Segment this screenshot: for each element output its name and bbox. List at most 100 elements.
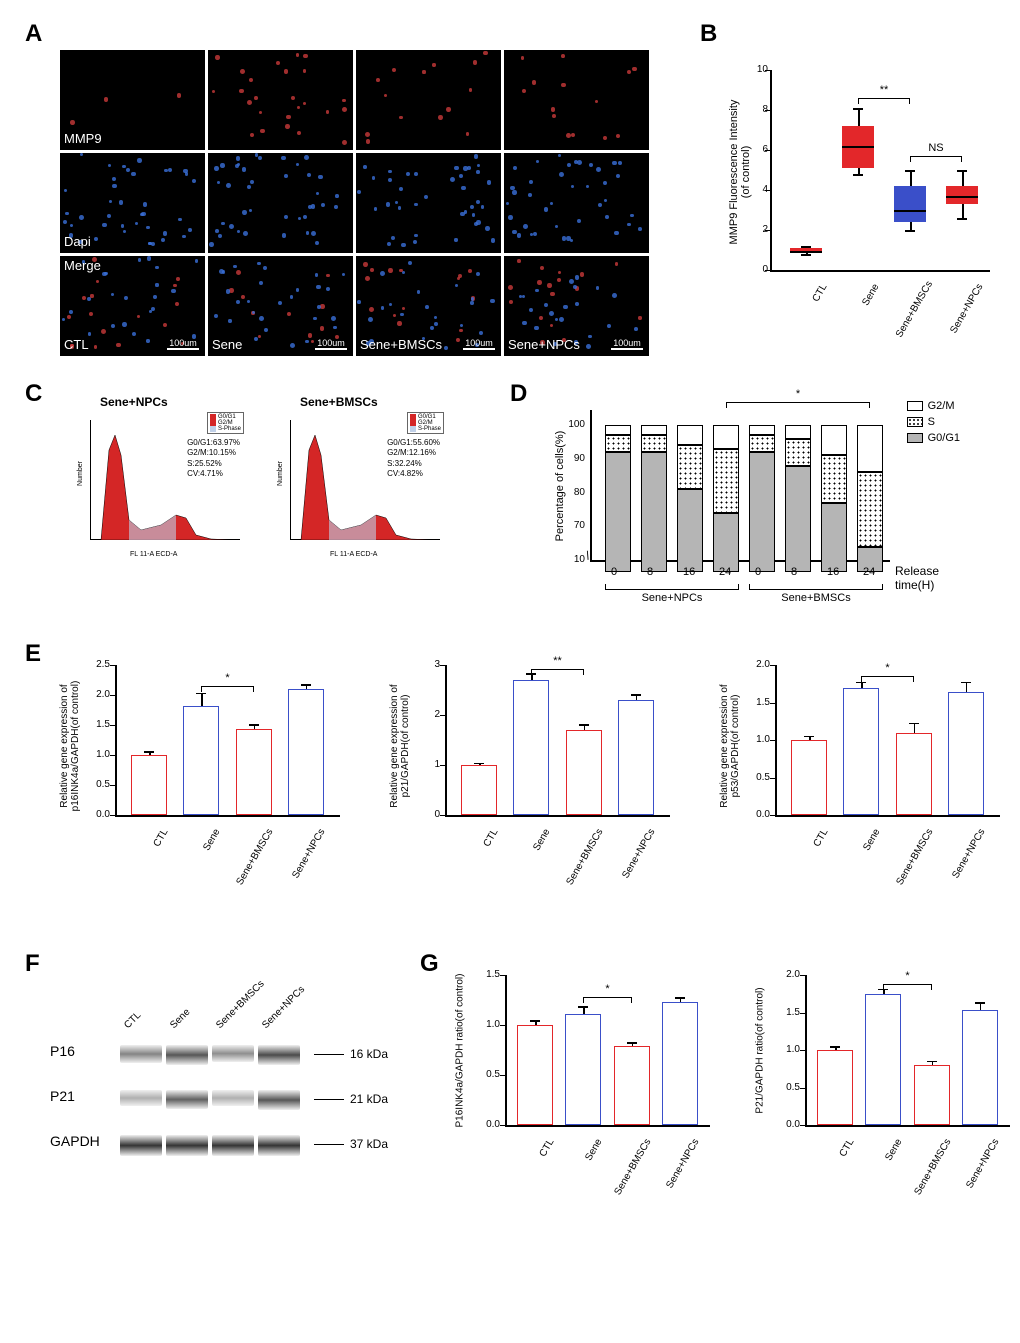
x-tick: 16 (683, 566, 695, 578)
wb-band (258, 1135, 300, 1156)
x-label: Sene+NPCs (946, 282, 986, 339)
panel-label-g: G (420, 950, 439, 978)
stacked-bar (677, 425, 703, 572)
x-label: Sene+BMSCs (226, 827, 276, 902)
bar (791, 740, 827, 815)
sig-label: * (583, 983, 631, 995)
x-tick: 8 (647, 566, 653, 578)
micro-col-label: Sene+BMSCs (360, 337, 442, 352)
x-label: Sene (842, 282, 882, 339)
stacked-bar (641, 425, 667, 572)
panel-label-a: A (25, 20, 42, 48)
x-label: Sene (503, 827, 553, 902)
panel-a-microscopy: MMP9DapiMergeCTL100umSene100umSene+BMSCs… (60, 50, 649, 356)
y-tick: 1 (410, 759, 440, 770)
wb-lane-label: Sene+BMSCs (214, 979, 266, 1031)
scale-bar: 100um (315, 338, 347, 350)
y-tick: 0 (410, 809, 440, 820)
scale-bar: 100um (463, 338, 495, 350)
bar (662, 1002, 698, 1125)
micro-cell: Sene+BMSCs 100um (356, 256, 501, 356)
x-label: CTL (790, 282, 830, 339)
y-title: P16INK4a/GAPDH ratio(of control) (455, 966, 466, 1136)
x-label: Sene+BMSCs (556, 827, 606, 902)
wb-protein-label: P16 (50, 1043, 75, 1059)
bar (896, 733, 932, 816)
x-label: Sene+BMSCs (894, 282, 934, 339)
y-tick: 70 (555, 520, 585, 531)
bar (236, 729, 272, 815)
panel-label-d: D (510, 380, 527, 408)
figure-root: A MMP9DapiMergeCTL100umSene100umSene+BMS… (0, 0, 1020, 1290)
x-label: Sene+NPCs (608, 827, 658, 902)
wb-band (166, 1045, 208, 1065)
panel-c-flow: Sene+NPCsG0/G1G2/MS-PhaseG0/G1:63.97%G2/… (60, 390, 450, 560)
micro-cell (208, 153, 353, 253)
flow-stats: G0/G1:63.97%G2/M:10.15%S:25.52%CV:4.71% (187, 438, 240, 480)
x-label: Sene+BMSCs (904, 1137, 954, 1212)
y-tick: 1.5 (80, 719, 110, 730)
stacked-bar (821, 425, 847, 572)
x-label: Sene (833, 827, 883, 902)
wb-kda-label: 16 kDa (314, 1047, 388, 1061)
wb-lane-label: Sene+NPCs (260, 984, 307, 1031)
y-tick: 0.5 (740, 772, 770, 783)
y-tick: 1.0 (80, 749, 110, 760)
scale-bar: 100um (611, 338, 643, 350)
y-tick: 0.5 (470, 1069, 500, 1080)
panel-label-e: E (25, 640, 41, 668)
y-tick: 0.0 (770, 1119, 800, 1130)
x-tick: 0 (611, 566, 617, 578)
y-tick: 1.5 (740, 697, 770, 708)
y-title: Relative gene expression of p53/GAPDH(of… (719, 661, 741, 831)
micro-cell (208, 50, 353, 150)
x-label: CTL (807, 1137, 857, 1212)
x-label: Sene+NPCs (278, 827, 328, 902)
group-label: Sene+BMSCs (749, 592, 883, 604)
micro-col-label: Sene (212, 337, 242, 352)
bar (513, 680, 549, 815)
x-label: Sene (555, 1137, 605, 1212)
y-tick: 0.0 (470, 1119, 500, 1130)
y-title: Relative gene expression of p16INK4a/GAP… (59, 661, 81, 831)
wb-protein-label: GAPDH (50, 1133, 100, 1149)
bar (843, 688, 879, 816)
y-tick: 100 (555, 419, 585, 430)
wb-band (120, 1045, 162, 1063)
box (894, 186, 926, 222)
micro-cell: MMP9 (60, 50, 205, 150)
wb-kda-label: 21 kDa (314, 1092, 388, 1106)
y-tick: 8 (738, 104, 768, 115)
x-tick: 8 (791, 566, 797, 578)
wb-band (166, 1090, 208, 1109)
stacked-bar (785, 425, 811, 572)
x-tick: 16 (827, 566, 839, 578)
micro-cell: MergeCTL100um (60, 256, 205, 356)
flow-legend: G0/G1G2/MS-Phase (407, 412, 444, 434)
micro-cell (356, 153, 501, 253)
flow-title: Sene+BMSCs (300, 395, 378, 409)
y-tick: 0.0 (740, 809, 770, 820)
micro-cell: Sene 100um (208, 256, 353, 356)
box (946, 186, 978, 204)
wb-protein-label: P21 (50, 1088, 75, 1104)
sig-label: * (883, 970, 931, 982)
stacked-bar (713, 425, 739, 572)
micro-col-label: CTL (64, 337, 89, 352)
x-tick: 0 (755, 566, 761, 578)
panel-g-bars: 0.00.51.01.5CTLSeneSene+BMSCsSene+NPCs*P… (450, 960, 1020, 1240)
bar (614, 1046, 650, 1125)
x-tick: 24 (863, 566, 875, 578)
y-tick: 4 (738, 184, 768, 195)
micro-row-label: Dapi (64, 234, 91, 249)
micro-cell (504, 50, 649, 150)
y-tick: 90 (555, 453, 585, 464)
sig-label: ** (858, 84, 910, 96)
bar (461, 765, 497, 815)
sig-label: NS (910, 142, 962, 154)
stacked-bar (605, 425, 631, 572)
x-label: Sene+NPCs (938, 827, 988, 902)
bar (865, 994, 901, 1125)
x-label: CTL (507, 1137, 557, 1212)
y-tick: 1.5 (770, 1007, 800, 1018)
